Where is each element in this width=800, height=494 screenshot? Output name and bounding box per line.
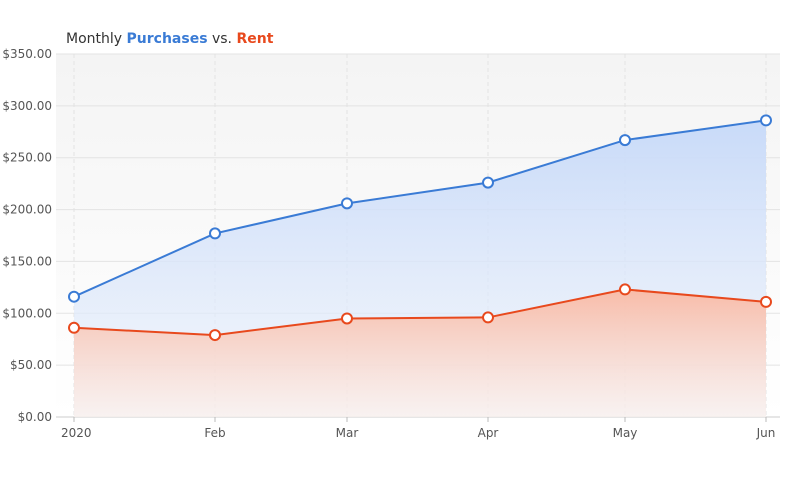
chart-title: Monthly Purchases vs. Rent: [66, 31, 273, 47]
y-tick-label: $100.00: [2, 306, 52, 320]
point-rent: [68, 321, 80, 334]
axis-layer: $0.00 $50.00 $100.00 $150.00 $200.00 $250.00 $…: [2, 47, 775, 440]
title-middle: vs.: [207, 31, 237, 47]
line-purchases: [73, 119, 767, 298]
line-layer: [73, 119, 767, 337]
x-tick-label: Mar: [336, 426, 359, 440]
point-purchases: [482, 176, 494, 189]
point-purchases: [760, 114, 772, 127]
x-tick-label: Feb: [204, 426, 225, 440]
area-layer: [74, 120, 766, 418]
x-tick-label: May: [613, 426, 638, 440]
point-purchases: [68, 290, 80, 303]
x-tick-label: Jun: [756, 426, 776, 440]
area-rent: [74, 289, 766, 417]
y-tick-label: $300.00: [2, 99, 52, 113]
title-prefix: Monthly: [66, 31, 127, 47]
y-tick-label: $200.00: [2, 203, 52, 217]
line-rent: [73, 288, 767, 337]
x-tick-label: 2020: [61, 426, 92, 440]
y-tick-label: $0.00: [18, 410, 52, 424]
point-rent: [209, 329, 221, 342]
point-rent: [341, 312, 353, 325]
point-rent: [760, 295, 772, 308]
point-purchases: [341, 197, 353, 210]
y-tick-label: $350.00: [2, 47, 52, 61]
y-tick-label: $250.00: [2, 151, 52, 165]
y-tick-label: $50.00: [10, 358, 52, 372]
point-rent: [482, 311, 494, 324]
y-tick-label: $150.00: [2, 254, 52, 268]
point-purchases: [619, 134, 631, 147]
point-rent: [619, 283, 631, 296]
x-tick-label: Apr: [478, 426, 499, 440]
title-series-purchases: Purchases: [126, 31, 208, 47]
point-purchases: [209, 227, 221, 240]
title-series-rent: Rent: [236, 31, 274, 47]
point-layer: [68, 114, 772, 342]
